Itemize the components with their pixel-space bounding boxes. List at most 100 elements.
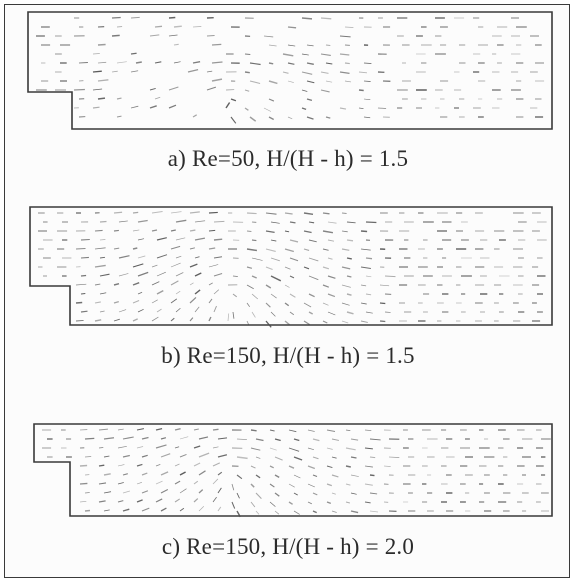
velocity-vector [217, 437, 228, 440]
velocity-vector [322, 302, 329, 306]
velocity-vector [194, 306, 200, 313]
velocity-vector [135, 61, 142, 64]
velocity-vector [175, 237, 186, 241]
velocity-vector [320, 71, 329, 74]
velocity-vector [350, 456, 357, 459]
velocity-vector [284, 212, 293, 215]
velocity-vector [288, 465, 295, 469]
velocity-vector [213, 256, 223, 259]
velocity-vector [168, 34, 178, 37]
velocity-vector [303, 302, 312, 308]
velocity-vector [345, 501, 351, 504]
velocity-vector [288, 429, 297, 433]
velocity-vector [170, 280, 179, 286]
velocity-vector [274, 456, 283, 461]
velocity-vector [194, 237, 206, 241]
velocity-vector [322, 248, 329, 251]
velocity-vector [246, 302, 251, 308]
velocity-vector [288, 447, 300, 452]
velocity-vector [116, 61, 127, 64]
velocity-vector [339, 53, 350, 56]
velocity-vector [160, 489, 169, 494]
velocity-vector [364, 483, 373, 486]
velocity-vector [151, 264, 158, 268]
velocity-vector [194, 289, 201, 295]
velocity-vector [198, 506, 205, 512]
velocity-vector [379, 302, 386, 305]
velocity-vector [320, 17, 332, 20]
velocity-vector [293, 474, 301, 479]
velocity-vector [249, 62, 261, 66]
velocity-vector [327, 311, 336, 316]
velocity-vector [284, 230, 290, 233]
velocity-vector [117, 428, 124, 431]
velocity-vector [160, 471, 169, 476]
velocity-vector [179, 507, 185, 512]
velocity-vector [255, 438, 264, 442]
velocity-vector [194, 272, 202, 277]
velocity-vector [363, 62, 372, 64]
velocity-vector [360, 302, 367, 305]
velocity-vector [327, 221, 337, 224]
velocity-vector [249, 116, 257, 122]
velocity-vector [293, 492, 298, 496]
velocity-vector [269, 465, 274, 469]
velocity-vector [103, 437, 115, 440]
velocity-vector [217, 487, 222, 494]
velocity-vector [75, 283, 87, 286]
velocity-vector [154, 96, 161, 100]
velocity-vector [113, 318, 120, 322]
velocity-vector [341, 302, 350, 306]
velocity-vector [236, 492, 240, 499]
velocity-vector [122, 454, 130, 458]
velocity-vector [179, 488, 187, 494]
velocity-vector [98, 500, 106, 503]
velocity-vector [132, 211, 139, 214]
velocity-vector [364, 501, 371, 504]
velocity-vector [293, 456, 303, 461]
velocity-vector [345, 429, 351, 432]
velocity-vector [111, 34, 120, 37]
velocity-vectors-c [42, 427, 551, 518]
velocity-vector [212, 428, 219, 431]
velocity-vector [155, 427, 163, 431]
velocity-vector [322, 284, 330, 288]
velocity-vector [322, 320, 328, 324]
velocity-vector [113, 282, 120, 286]
velocity-vector [369, 492, 378, 495]
velocity-vector [270, 311, 276, 317]
velocity-vector [307, 429, 315, 432]
velocity-vector [170, 298, 178, 304]
velocity-vector [365, 221, 377, 224]
velocity-vector [79, 482, 88, 485]
velocity-vector [79, 501, 87, 503]
velocity-vector [251, 311, 256, 318]
velocity-vector [331, 510, 337, 513]
velocity-vector [369, 438, 381, 441]
velocity-vector [301, 71, 313, 75]
velocity-vector [193, 428, 199, 431]
velocity-vector [98, 447, 104, 449]
velocity-vector [363, 116, 371, 119]
velocity-vector [208, 298, 213, 304]
velocity-vector [250, 501, 256, 508]
velocity-vector [339, 107, 347, 110]
velocity-vector [358, 71, 368, 74]
velocity-vector [75, 301, 83, 304]
velocity-vector [369, 474, 375, 477]
velocity-vector [137, 308, 144, 313]
velocity-vector [308, 293, 315, 298]
velocity-vector [327, 239, 335, 242]
velocity-vector [170, 262, 181, 268]
velocity-vector [113, 211, 123, 214]
velocity-vector [346, 275, 352, 278]
velocity-vector [208, 264, 219, 268]
channel-outline-a [27, 11, 553, 130]
velocity-vector [246, 320, 250, 325]
velocity-vector [132, 247, 138, 250]
velocity-vector [288, 483, 295, 488]
velocity-vector [250, 465, 256, 469]
velocity-vector [250, 447, 261, 451]
velocity-vector [98, 464, 105, 467]
velocity-vector [97, 43, 106, 46]
